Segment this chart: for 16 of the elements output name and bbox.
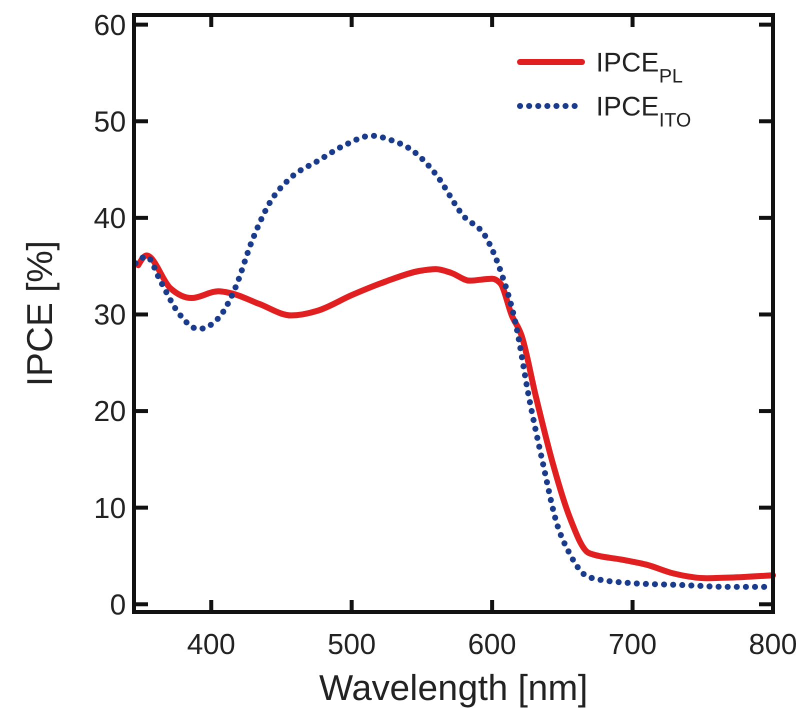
y-tick-label: 10 (94, 492, 126, 525)
x-tick-label: 400 (187, 629, 236, 661)
y-tick-label: 20 (94, 396, 126, 428)
y-tick-label: 30 (94, 300, 126, 332)
x-tick-label: 500 (327, 629, 376, 661)
y-tick-label: 50 (94, 106, 126, 138)
y-tick-label: 60 (94, 10, 126, 42)
y-tick-label: 40 (94, 203, 126, 236)
legend-label: IPCE$_{ITO}$ (596, 91, 692, 132)
legend-label: IPCE$_{PL}$ (596, 47, 683, 88)
x-tick-label: 800 (748, 629, 798, 661)
x-tick-label: 600 (468, 629, 516, 661)
y-axis-title: IPCE [%] (19, 240, 60, 387)
x-axis-title: Wavelength [nm] (319, 667, 588, 708)
x-tick-label: 700 (608, 629, 657, 661)
y-tick-label: 0 (110, 589, 126, 622)
